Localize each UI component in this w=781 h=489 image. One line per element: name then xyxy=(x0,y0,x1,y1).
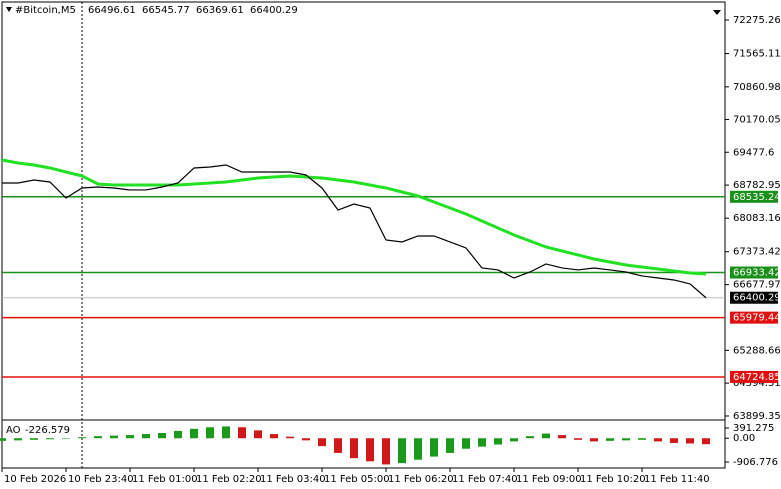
y-tick-label: 65288.66 xyxy=(733,345,781,356)
ao-bar xyxy=(334,438,342,453)
level-label-box xyxy=(730,311,778,324)
y-tick-label: 69477.6 xyxy=(733,147,774,158)
ao-bar xyxy=(638,438,646,440)
header: #Bitcoin,M5 66496.61 66545.77 66369.61 6… xyxy=(6,5,298,16)
y-tick-label: 68782.95 xyxy=(733,180,781,191)
ao-bar xyxy=(574,438,582,440)
ao-bar xyxy=(254,430,262,439)
ao-bar xyxy=(430,438,438,457)
x-tick-label: 11 Feb 09:00 xyxy=(516,474,582,485)
ao-y-tick-label: -906.776 xyxy=(733,457,778,468)
ao-bar xyxy=(142,434,150,439)
ao-bar xyxy=(0,438,6,441)
y-tick-label: 68083.16 xyxy=(733,213,781,224)
y-tick-label: 67373.42 xyxy=(733,247,781,258)
ao-bar xyxy=(110,435,118,439)
ao-bar xyxy=(526,436,534,439)
ao-bar xyxy=(62,438,70,439)
ao-bar xyxy=(30,438,38,440)
y-tick-label: 70170.05 xyxy=(733,115,781,126)
level-label: 68535.24 xyxy=(733,192,781,203)
ao-bar xyxy=(126,435,134,439)
ao-bar xyxy=(46,438,54,440)
y-tick-label: 63899.35 xyxy=(733,411,781,422)
ao-bar xyxy=(318,438,326,447)
ao-bar xyxy=(286,436,294,439)
ao-bar xyxy=(398,438,406,464)
ao-bar xyxy=(302,438,310,441)
ao-bar xyxy=(702,438,710,445)
y-tick-label: 72275.26 xyxy=(733,15,781,26)
ao-bar xyxy=(366,438,374,462)
x-tick-label: 11 Feb 05:00 xyxy=(324,474,390,485)
ao-bar xyxy=(446,438,454,453)
x-tick-label: 11 Feb 03:40 xyxy=(260,474,326,485)
moving-average xyxy=(1,158,707,276)
ao-value: -226.579 xyxy=(25,425,70,436)
x-tick-label: 11 Feb 07:40 xyxy=(452,474,518,485)
ao-bar xyxy=(622,438,630,441)
x-tick-label: 11 Feb 01:00 xyxy=(132,474,198,485)
ao-y-tick-label: 391.275 xyxy=(733,423,774,434)
y-tick-label: 70860.98 xyxy=(733,82,781,93)
ao-bar xyxy=(382,438,390,465)
scroll-arrow xyxy=(713,10,721,15)
ao-bar xyxy=(158,433,166,439)
y-tick-label: 66677.97 xyxy=(733,280,781,291)
ao-bar xyxy=(414,438,422,460)
ao-bar xyxy=(670,438,678,443)
ao-bar xyxy=(686,438,694,444)
price-line xyxy=(2,164,707,299)
ao-bar xyxy=(654,438,662,442)
x-tick-label: 11 Feb 10:20 xyxy=(580,474,646,485)
ao-y-tick-label: 0.00 xyxy=(733,433,755,444)
x-tick-label: 11 Feb 11:40 xyxy=(644,474,710,485)
ao-bar xyxy=(78,437,86,439)
level-label: 64724.85 xyxy=(733,372,781,383)
y-tick-label: 71565.11 xyxy=(733,49,781,60)
ao-bar xyxy=(542,433,550,439)
x-tick-label: 10 Feb 2026 xyxy=(4,474,66,485)
ao-bar xyxy=(14,438,22,441)
ao-bar xyxy=(462,438,470,449)
ao-bar xyxy=(222,426,230,439)
close: 66400.29 xyxy=(250,5,298,16)
level-label: 66933.42 xyxy=(733,268,781,279)
ao-bar xyxy=(558,435,566,439)
open: 66496.61 xyxy=(88,5,136,16)
x-tick-label: 10 Feb 23:40 xyxy=(68,474,134,485)
level-label-box xyxy=(730,266,778,279)
ao-bar xyxy=(606,438,614,441)
ao-bar xyxy=(206,427,214,439)
ao-bar xyxy=(270,434,278,439)
ao-bar xyxy=(190,428,198,439)
level-label-box xyxy=(730,190,778,203)
x-tick-label: 11 Feb 06:20 xyxy=(388,474,454,485)
header-arrow xyxy=(6,7,12,12)
ao-bar xyxy=(238,427,246,439)
current-price-box xyxy=(730,291,778,304)
level-label-box xyxy=(730,370,778,383)
ao-bar xyxy=(94,436,102,439)
x-tick-label: 11 Feb 02:20 xyxy=(196,474,262,485)
low: 66369.61 xyxy=(196,5,244,16)
level-label: 65979.44 xyxy=(733,313,781,324)
ao-bar xyxy=(350,438,358,459)
ao-bar xyxy=(494,438,502,445)
plot-frame xyxy=(1,1,726,469)
high: 66545.77 xyxy=(142,5,190,16)
ao-bar xyxy=(510,438,518,442)
ao-bar xyxy=(174,430,182,439)
ao-bar xyxy=(478,438,486,447)
ao-bar xyxy=(590,438,598,442)
symbol: #Bitcoin,M5 xyxy=(15,5,76,16)
ao-name: AO xyxy=(6,425,21,436)
current-price-label: 66400.29 xyxy=(733,293,781,304)
y-tick-label: 64594.31 xyxy=(733,378,781,389)
